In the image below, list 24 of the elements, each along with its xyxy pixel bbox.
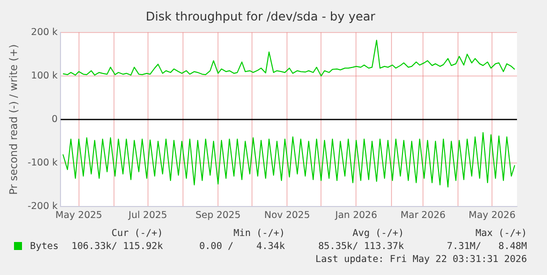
y-tick-label: -200 k — [28, 201, 58, 212]
x-tick-label: Jul 2025 — [128, 210, 168, 221]
x-tick-label: Sep 2025 — [196, 210, 241, 221]
x-tick-label: Mar 2026 — [400, 210, 446, 221]
y-axis-title: Pr second read (-) / write (+) — [8, 44, 20, 195]
text: Max (-/+) — [476, 228, 527, 241]
text: 85.35k/ 113.37k — [318, 241, 404, 254]
x-tick-label: Jan 2026 — [334, 210, 378, 221]
y-tick-label: 100 k — [31, 70, 58, 82]
text: 0.00 / 4.34k — [199, 241, 285, 254]
text: Min (-/+) — [234, 228, 285, 241]
text: 7.31M/ 8.48M — [446, 241, 527, 254]
x-tick-label: May 2026 — [468, 210, 516, 221]
text: 106.33k/ 115.92k — [71, 241, 163, 254]
y-tick-label: 0 — [52, 114, 58, 125]
text: Avg (-/+) — [352, 228, 404, 241]
text: Last update: Fri May 22 03:31:31 2026 — [315, 254, 527, 267]
x-tick-label: May 2025 — [55, 210, 102, 221]
y-tick-label: 200 k — [31, 26, 58, 38]
text: Cur (-/+) — [112, 228, 163, 241]
chart-title: Disk throughput for /dev/sda - by year — [146, 9, 376, 24]
legend-label: Bytes — [29, 241, 59, 254]
y-tick-label: -100 k — [28, 158, 58, 169]
x-tick-label: Nov 2025 — [264, 210, 310, 221]
